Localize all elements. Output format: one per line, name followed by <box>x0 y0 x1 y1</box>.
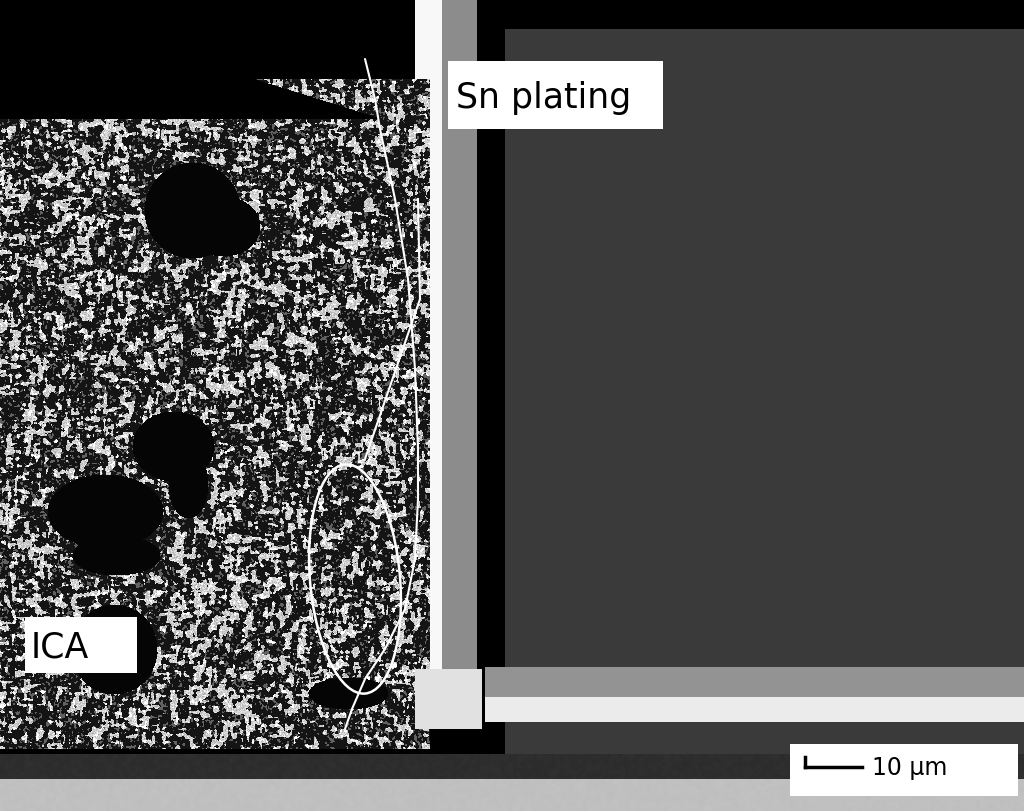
Text: 10 μm: 10 μm <box>872 755 947 779</box>
FancyBboxPatch shape <box>790 744 1018 796</box>
FancyBboxPatch shape <box>25 617 137 673</box>
FancyBboxPatch shape <box>449 62 663 130</box>
Text: Sn plating: Sn plating <box>456 81 631 115</box>
Text: ICA: ICA <box>31 630 89 664</box>
